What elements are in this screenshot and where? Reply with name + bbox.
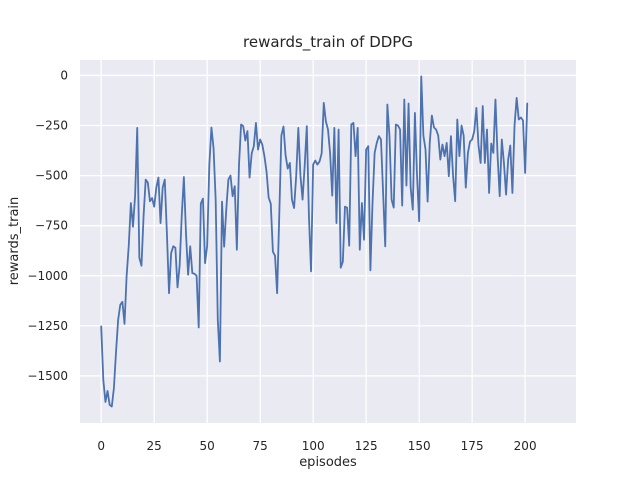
y-axis-label: rewards_train bbox=[7, 197, 22, 286]
y-tick-label: 0 bbox=[60, 68, 68, 82]
y-tick-label: −750 bbox=[35, 219, 68, 233]
y-tick-label: −1000 bbox=[27, 269, 68, 283]
x-tick-label: 75 bbox=[253, 439, 268, 453]
axes-bg-rect bbox=[80, 60, 576, 423]
y-tick-label: −1250 bbox=[27, 319, 68, 333]
x-tick-label: 150 bbox=[408, 439, 431, 453]
y-tick-label: −250 bbox=[35, 119, 68, 133]
x-axis-label: episodes bbox=[299, 455, 357, 470]
axes-background bbox=[80, 60, 576, 423]
chart-title: rewards_train of DDPG bbox=[243, 33, 413, 52]
x-tick-label: 25 bbox=[147, 439, 162, 453]
x-tick-label: 200 bbox=[514, 439, 537, 453]
reward-line-series bbox=[100, 75, 529, 408]
y-tick-label: −1500 bbox=[27, 369, 68, 383]
x-tick-label: 175 bbox=[461, 439, 484, 453]
x-tick-label: 0 bbox=[97, 439, 105, 453]
x-tick-label: 50 bbox=[200, 439, 215, 453]
tick-labels: 0 25 50 75 100 125 150 175 200 0 −250 −500 −750 −1000… bbox=[27, 68, 536, 453]
grid-lines bbox=[80, 60, 576, 423]
x-tick-label: 125 bbox=[355, 439, 378, 453]
x-tick-label: 100 bbox=[302, 439, 325, 453]
reward-line bbox=[100, 75, 529, 408]
y-tick-label: −500 bbox=[35, 169, 68, 183]
